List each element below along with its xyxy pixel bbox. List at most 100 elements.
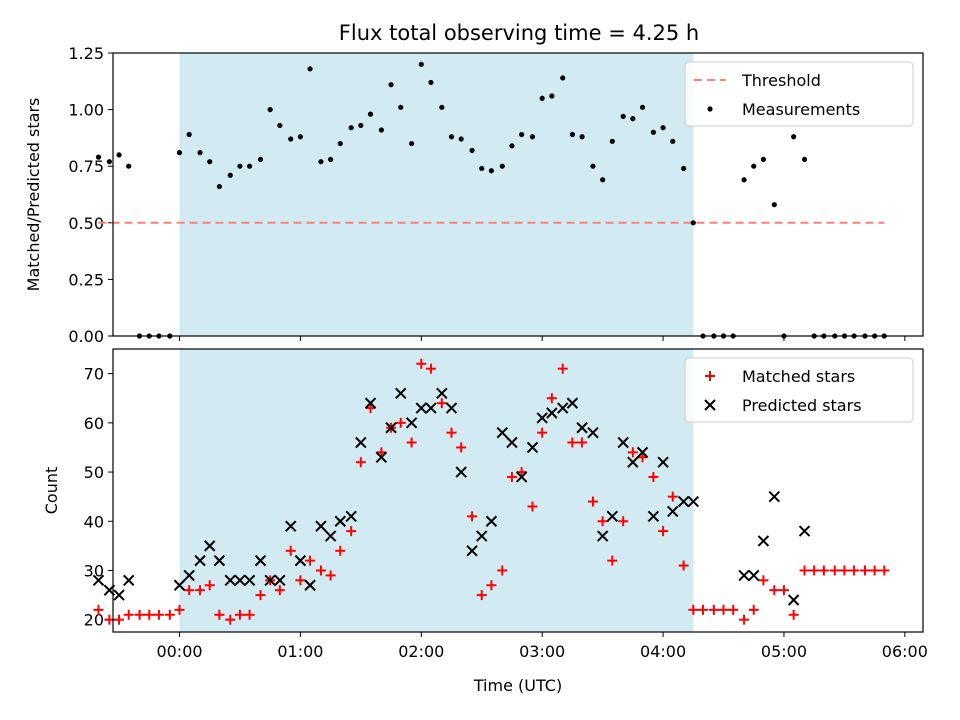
dot-marker [328, 156, 334, 163]
plus-marker [597, 516, 608, 527]
x-stroke [798, 525, 811, 537]
x-stroke [264, 574, 276, 587]
dot-marker [277, 122, 283, 129]
plus-marker [93, 604, 104, 615]
plus-marker [788, 609, 799, 620]
x-stroke [606, 510, 619, 523]
x-marker [526, 441, 539, 454]
x-marker [224, 574, 236, 587]
x-stroke [704, 399, 716, 411]
x-stroke [536, 412, 548, 424]
x-marker [687, 495, 700, 508]
x-marker [768, 490, 781, 503]
dot-marker [590, 163, 596, 169]
y-tick-label: 40 [84, 512, 104, 531]
x-stroke [515, 471, 528, 483]
dot-marker [348, 125, 354, 131]
dot-marker [409, 140, 415, 147]
x-marker [415, 402, 427, 414]
y-tick-label: 0.75 [68, 157, 104, 176]
plus-marker [648, 471, 659, 482]
plus-marker [708, 604, 719, 615]
x-marker [757, 535, 770, 547]
x-marker [234, 574, 246, 587]
x-stroke [113, 589, 125, 601]
plus-marker [516, 467, 527, 478]
plus-marker [315, 565, 326, 576]
dot-marker [297, 134, 303, 140]
dot-marker [288, 136, 294, 142]
plus-marker [335, 545, 346, 556]
x-marker [294, 554, 307, 567]
x-marker [315, 520, 327, 532]
x-marker [596, 530, 609, 542]
dot-marker [176, 150, 183, 156]
x-stroke [455, 466, 467, 478]
plus-marker [537, 427, 548, 438]
bottom-legend: Matched stars Predicted stars [684, 357, 914, 423]
y-tick-label: 30 [84, 561, 104, 580]
x-stroke [506, 436, 518, 449]
x-stroke [748, 569, 760, 582]
top-legend: Threshold Measurements [684, 61, 914, 127]
dot-marker [227, 172, 233, 178]
plus-marker [456, 442, 467, 453]
dot-marker [197, 150, 203, 156]
x-marker [748, 569, 760, 582]
x-marker [546, 407, 558, 419]
plus-marker [184, 585, 195, 596]
dot-marker [448, 134, 455, 140]
x-stroke [557, 402, 569, 414]
x-marker [617, 436, 629, 449]
dot-marker [367, 111, 374, 117]
x-stroke [657, 456, 669, 468]
dot-marker [639, 104, 646, 110]
dot-marker [499, 163, 505, 169]
x-marker [557, 402, 569, 414]
plus-marker [376, 447, 387, 458]
plus-marker [728, 604, 739, 615]
x-stroke [768, 490, 781, 503]
x-stroke [345, 510, 357, 523]
plus-marker [818, 565, 829, 576]
x-marker [436, 387, 448, 400]
dot-marker [418, 61, 424, 67]
plus-marker [809, 565, 820, 576]
plus-marker [879, 565, 890, 576]
x-stroke [254, 554, 267, 567]
x-stroke [677, 495, 690, 508]
bottom-axes-frame [112, 348, 924, 633]
x-marker [657, 456, 669, 468]
x-marker [677, 495, 690, 508]
plus-marker [607, 555, 618, 566]
plus-marker [618, 516, 629, 527]
y-tick-label: 1.00 [68, 101, 104, 120]
y-tick-label: 1.25 [68, 44, 104, 63]
x-marker [485, 515, 498, 527]
dot-marker [509, 143, 515, 149]
plus-marker [748, 604, 759, 615]
dot-marker [358, 122, 364, 129]
x-stroke [234, 574, 246, 587]
plus-marker [346, 526, 357, 537]
x-stroke [436, 387, 448, 400]
dot-marker [488, 168, 495, 174]
x-marker [455, 466, 467, 478]
bottom-data-marks [92, 358, 890, 625]
x-marker [576, 422, 588, 434]
plus-marker [658, 526, 669, 537]
plus-marker [527, 501, 538, 512]
x-marker [194, 554, 206, 567]
plus-marker [849, 565, 860, 576]
plus-marker [497, 565, 508, 576]
plus-marker [123, 609, 134, 620]
plus-marker [295, 575, 306, 586]
dot-marker [237, 163, 243, 169]
plus-marker [365, 403, 376, 414]
x-marker [213, 554, 226, 567]
x-marker [243, 574, 256, 587]
legend-label: Threshold [741, 71, 821, 90]
x-stroke [415, 402, 427, 414]
y-tick-label: 50 [84, 463, 104, 482]
